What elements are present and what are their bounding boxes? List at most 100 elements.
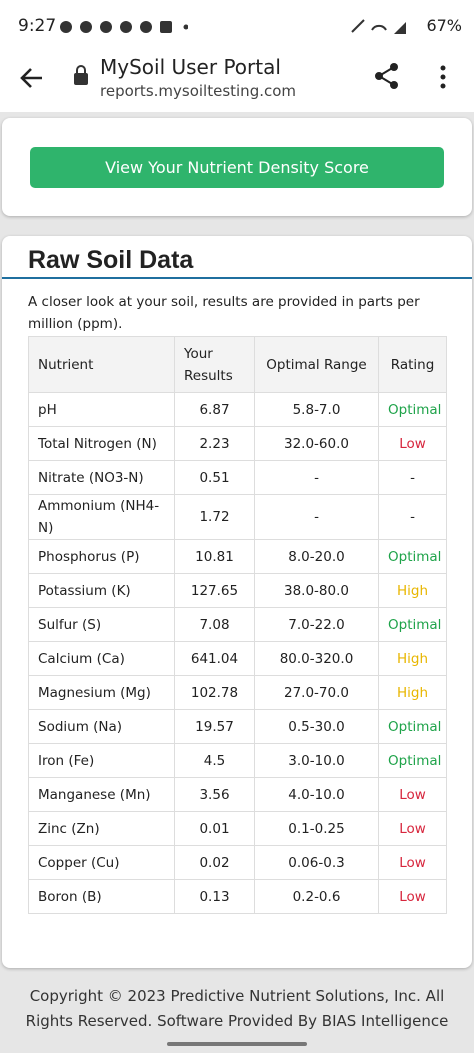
browser-bar: MySoil User Portal reports.mysoiltesting… <box>0 50 474 112</box>
raw-data-card: Raw Soil Data A closer look at your soil… <box>2 236 472 968</box>
rating-cell: Optimal <box>378 709 447 744</box>
rating-cell: Low <box>378 426 447 461</box>
header-cell: Rating <box>378 336 447 393</box>
header-cell: Your Results <box>174 336 255 393</box>
range-cell: 80.0-320.0 <box>254 641 379 676</box>
range-cell: 38.0-80.0 <box>254 573 379 608</box>
result-cell: 641.04 <box>174 641 255 676</box>
table-row: Phosphorus (P) 10.81 8.0-20.0 Optimal <box>28 539 447 574</box>
section-description: A closer look at your soil, results are … <box>28 294 420 332</box>
nutrient-cell: Copper (Cu) <box>28 845 175 880</box>
title-rule <box>2 277 472 279</box>
range-cell: 0.06-0.3 <box>254 845 379 880</box>
nutrient-cell: Total Nitrogen (N) <box>28 426 175 461</box>
footer: Copyright © 2023 Predictive Nutrient Sol… <box>25 987 449 1030</box>
lock-icon <box>74 65 88 85</box>
table-row: Iron (Fe) 4.5 3.0-10.0 Optimal <box>28 743 447 778</box>
page-title: MySoil User Portal <box>100 55 281 79</box>
result-cell: 10.81 <box>174 539 255 574</box>
range-cell: 0.1-0.25 <box>254 811 379 846</box>
rating-cell: High <box>378 641 447 676</box>
battery-level: 67% <box>426 16 462 35</box>
range-cell: 0.5-30.0 <box>254 709 379 744</box>
table-body: pH 6.87 5.8-7.0 Optimal Total Nitrogen (N) 2.… <box>28 392 447 914</box>
table-row: Sodium (Na) 19.57 0.5-30.0 Optimal <box>28 709 447 744</box>
result-cell: 6.87 <box>174 392 255 427</box>
status-bar: 9:27 67% <box>0 0 474 50</box>
rating-cell: Low <box>378 777 447 812</box>
nutrient-cell: Phosphorus (P) <box>28 539 175 574</box>
range-cell: 5.8-7.0 <box>254 392 379 427</box>
rating-cell: Low <box>378 845 447 880</box>
result-cell: 3.56 <box>174 777 255 812</box>
table-row: Boron (B) 0.13 0.2-0.6 Low <box>28 879 447 914</box>
table-row: Zinc (Zn) 0.01 0.1-0.25 Low <box>28 811 447 846</box>
rating-cell: Optimal <box>378 392 447 427</box>
result-cell: 0.02 <box>174 845 255 880</box>
header-row: Nutrient Your Results Optimal Range Rati… <box>28 336 447 393</box>
range-cell: 32.0-60.0 <box>254 426 379 461</box>
nutrient-cell: Zinc (Zn) <box>28 811 175 846</box>
notification-icons <box>60 21 188 33</box>
rating-cell: - <box>378 494 447 540</box>
result-cell: 127.65 <box>174 573 255 608</box>
signal-icons <box>351 19 406 34</box>
result-cell: 19.57 <box>174 709 255 744</box>
range-cell: 4.0-10.0 <box>254 777 379 812</box>
result-cell: 102.78 <box>174 675 255 710</box>
status-time: 9:27 <box>18 16 57 36</box>
table-row: Manganese (Mn) 3.56 4.0-10.0 Low <box>28 777 447 812</box>
nutrient-cell: Magnesium (Mg) <box>28 675 175 710</box>
result-cell: 0.51 <box>174 460 255 495</box>
nutrient-cell: Iron (Fe) <box>28 743 175 778</box>
range-cell: 8.0-20.0 <box>254 539 379 574</box>
header-cell: Nutrient <box>28 336 175 393</box>
section-title: Raw Soil Data <box>28 246 194 274</box>
header-cell: Optimal Range <box>254 336 379 393</box>
menu-button[interactable] <box>436 64 450 90</box>
back-button[interactable] <box>18 64 46 92</box>
rating-cell: High <box>378 573 447 608</box>
rating-cell: Optimal <box>378 743 447 778</box>
nutrient-cell: Manganese (Mn) <box>28 777 175 812</box>
result-cell: 4.5 <box>174 743 255 778</box>
nutrient-cell: Sodium (Na) <box>28 709 175 744</box>
table-row: Calcium (Ca) 641.04 80.0-320.0 High <box>28 641 447 676</box>
range-cell: 3.0-10.0 <box>254 743 379 778</box>
result-cell: 0.13 <box>174 879 255 914</box>
range-cell: 27.0-70.0 <box>254 675 379 710</box>
gesture-handle <box>167 1042 307 1046</box>
nutrient-cell: Ammonium (NH4-N) <box>28 494 175 540</box>
share-button[interactable] <box>373 62 401 90</box>
result-cell: 7.08 <box>174 607 255 642</box>
result-cell: 1.72 <box>174 494 255 540</box>
rating-cell: Low <box>378 879 447 914</box>
range-cell: - <box>254 460 379 495</box>
nutrient-cell: Nitrate (NO3-N) <box>28 460 175 495</box>
nutrient-cell: Potassium (K) <box>28 573 175 608</box>
table-row: Copper (Cu) 0.02 0.06-0.3 Low <box>28 845 447 880</box>
rating-cell: High <box>378 675 447 710</box>
table-row: Potassium (K) 127.65 38.0-80.0 High <box>28 573 447 608</box>
rating-cell: - <box>378 460 447 495</box>
table-row: Total Nitrogen (N) 2.23 32.0-60.0 Low <box>28 426 447 461</box>
table-row: Magnesium (Mg) 102.78 27.0-70.0 High <box>28 675 447 710</box>
table-row: pH 6.87 5.8-7.0 Optimal <box>28 392 447 427</box>
result-cell: 2.23 <box>174 426 255 461</box>
range-cell: 0.2-0.6 <box>254 879 379 914</box>
page-url: reports.mysoiltesting.com <box>100 82 297 100</box>
soil-table: Nutrient Your Results Optimal Range Rati… <box>28 336 447 914</box>
rating-cell: Optimal <box>378 607 447 642</box>
rating-cell: Optimal <box>378 539 447 574</box>
nutrient-cell: Sulfur (S) <box>28 607 175 642</box>
nutrient-cell: Calcium (Ca) <box>28 641 175 676</box>
range-cell: 7.0-22.0 <box>254 607 379 642</box>
table-row: Sulfur (S) 7.08 7.0-22.0 Optimal <box>28 607 447 642</box>
score-button[interactable]: View Your Nutrient Density Score <box>30 147 444 188</box>
nutrient-cell: pH <box>28 392 175 427</box>
rating-cell: Low <box>378 811 447 846</box>
result-cell: 0.01 <box>174 811 255 846</box>
nutrient-cell: Boron (B) <box>28 879 175 914</box>
